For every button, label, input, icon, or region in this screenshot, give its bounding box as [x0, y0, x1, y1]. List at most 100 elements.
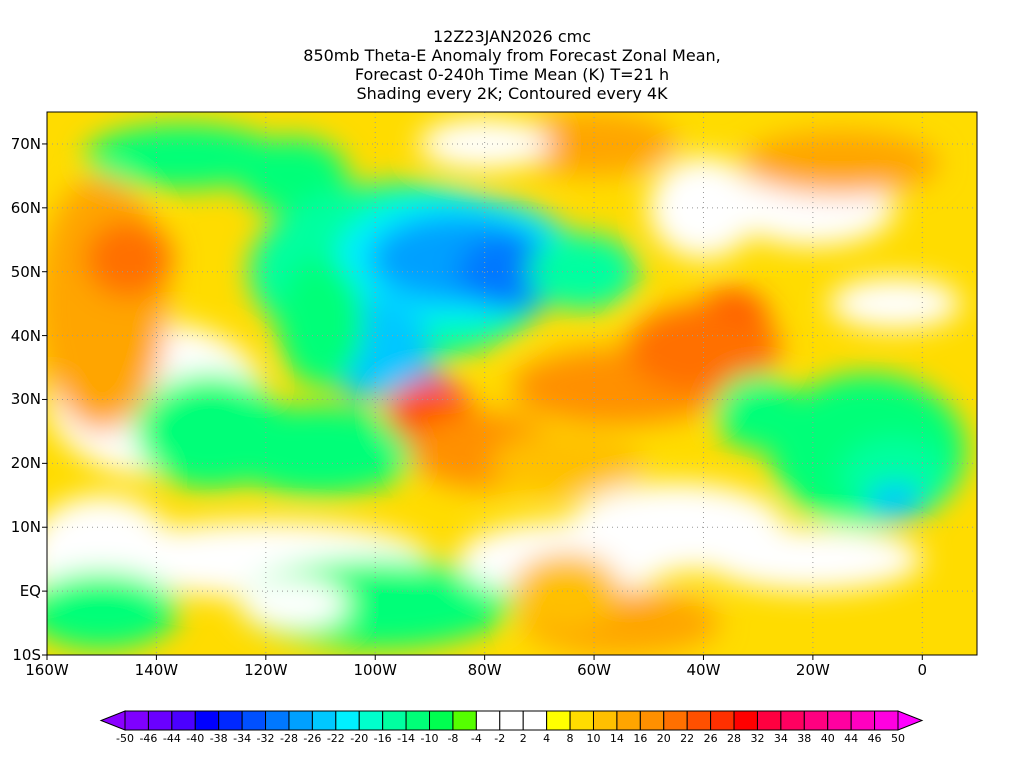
anomaly-shading-region: [419, 118, 551, 170]
colorbar-label: 50: [891, 732, 905, 745]
colorbar-under-arrow: [99, 710, 126, 731]
colorbar-box: [569, 710, 594, 731]
colorbar-box: [265, 710, 290, 731]
colorbar-box: [733, 710, 758, 731]
colorbar-box: [756, 710, 782, 731]
anomaly-shading-region: [47, 175, 168, 432]
title-line-2: 850mb Theta-E Anomaly from Forecast Zona…: [303, 46, 721, 65]
lon-label: 100W: [353, 661, 397, 679]
anomaly-shading-region: [840, 437, 950, 515]
colorbar-label: 2: [519, 732, 527, 745]
anomaly-shading-region: [238, 137, 348, 215]
colorbar-label: 34: [773, 732, 788, 745]
colorbar-box: [335, 710, 360, 731]
lon-label: 0: [917, 661, 928, 679]
colorbar-label: -34: [233, 732, 252, 745]
colorbar-box: [452, 710, 477, 731]
lat-label: 60N: [10, 198, 41, 217]
colorbar-box: [616, 710, 641, 731]
colorbar-label: 4: [543, 732, 551, 745]
lon-label: 120W: [244, 661, 288, 679]
colorbar-label: -4: [470, 732, 482, 745]
colorbar-label: 16: [633, 732, 648, 745]
colorbar-box: [522, 710, 548, 731]
colorbar-label: 22: [680, 732, 695, 745]
colorbar-box: [147, 710, 173, 731]
colorbar-label: 32: [750, 732, 765, 745]
anomaly-shading-region: [222, 405, 419, 496]
colorbar-label: -20: [350, 732, 369, 745]
colorbar-label: 38: [797, 732, 812, 745]
colorbar-label: 20: [656, 732, 671, 745]
colorbar-box: [194, 710, 220, 731]
colorbar-box: [382, 710, 407, 731]
colorbar-box: [592, 710, 618, 731]
lon-label: 160W: [25, 661, 69, 679]
anomaly-shading-region: [85, 124, 283, 189]
colorbar-box: [546, 710, 571, 731]
colorbar-box: [827, 710, 852, 731]
anomaly-shading-region: [867, 482, 923, 521]
colorbar-box: [358, 710, 384, 731]
anomaly-shading-region: [47, 571, 179, 649]
colorbar-box: [499, 710, 524, 731]
colorbar-label: -40: [186, 732, 205, 745]
colorbar-label: 46: [867, 732, 882, 745]
colorbar-label: -14: [397, 732, 416, 745]
map-frame: [46, 111, 978, 656]
colorbar-label: -2: [494, 732, 506, 745]
lat-label: 70N: [10, 134, 41, 153]
anomaly-shading-region: [703, 527, 923, 592]
anomaly-shading-region: [528, 233, 638, 311]
colorbar-label: 10: [586, 732, 601, 745]
lat-label: 10S: [12, 646, 41, 664]
anomaly-shading-region: [741, 131, 939, 196]
colorbar-box: [311, 710, 337, 731]
colorbar-box: [874, 710, 899, 731]
colorbar-over-arrow: [897, 710, 924, 731]
colorbar-box: [663, 710, 688, 731]
anomaly-shading-region: [512, 112, 677, 176]
colorbar-label: -28: [279, 732, 298, 745]
colorbar-box: [639, 710, 665, 731]
colorbar-label: 44: [844, 732, 859, 745]
anomaly-shading-region: [714, 373, 802, 451]
lon-label: 20W: [795, 661, 830, 679]
colorbar-label: -10: [420, 732, 439, 745]
anomaly-shading-region: [626, 303, 781, 394]
colorbar-box: [710, 710, 735, 731]
anomaly-shading-region: [490, 431, 644, 496]
colorbar-label: 28: [727, 732, 742, 745]
colorbar-box: [850, 710, 876, 731]
colorbar-box: [171, 710, 196, 731]
lon-label: 80W: [467, 661, 502, 679]
colorbar-label: 14: [609, 732, 624, 745]
colorbar-box: [803, 710, 829, 731]
anomaly-shading-region: [238, 578, 348, 630]
anomaly-shading-region: [512, 552, 622, 630]
colorbar-box: [686, 710, 712, 731]
lon-label: 140W: [134, 661, 179, 679]
colorbar-box: [405, 710, 431, 731]
colorbar-label: -26: [303, 732, 322, 745]
anomaly-shading-region: [276, 258, 365, 387]
colorbar-label: -8: [447, 732, 459, 745]
anomaly-shading-region: [829, 278, 961, 330]
colorbar-label: -50: [116, 732, 134, 745]
colorbar-box: [429, 710, 454, 731]
lat-label: 30N: [10, 390, 41, 409]
title-line-1: 12Z23JAN2026 cmc: [432, 27, 591, 46]
colorbar-label: -16: [373, 732, 392, 745]
colorbar-label: 8: [566, 732, 574, 745]
colorbar-label: -44: [162, 732, 181, 745]
title-line-3: Forecast 0-240h Time Mean (K) T=21 h: [354, 65, 670, 84]
lat-label: 40N: [10, 326, 41, 345]
colorbar-box: [475, 710, 501, 731]
colorbar-box: [780, 710, 805, 731]
colorbar-box: [124, 710, 149, 731]
anomaly-shading-region: [85, 220, 173, 298]
lat-label: EQ: [19, 582, 41, 601]
colorbar-box: [218, 710, 243, 731]
lon-label: 60W: [577, 661, 612, 679]
